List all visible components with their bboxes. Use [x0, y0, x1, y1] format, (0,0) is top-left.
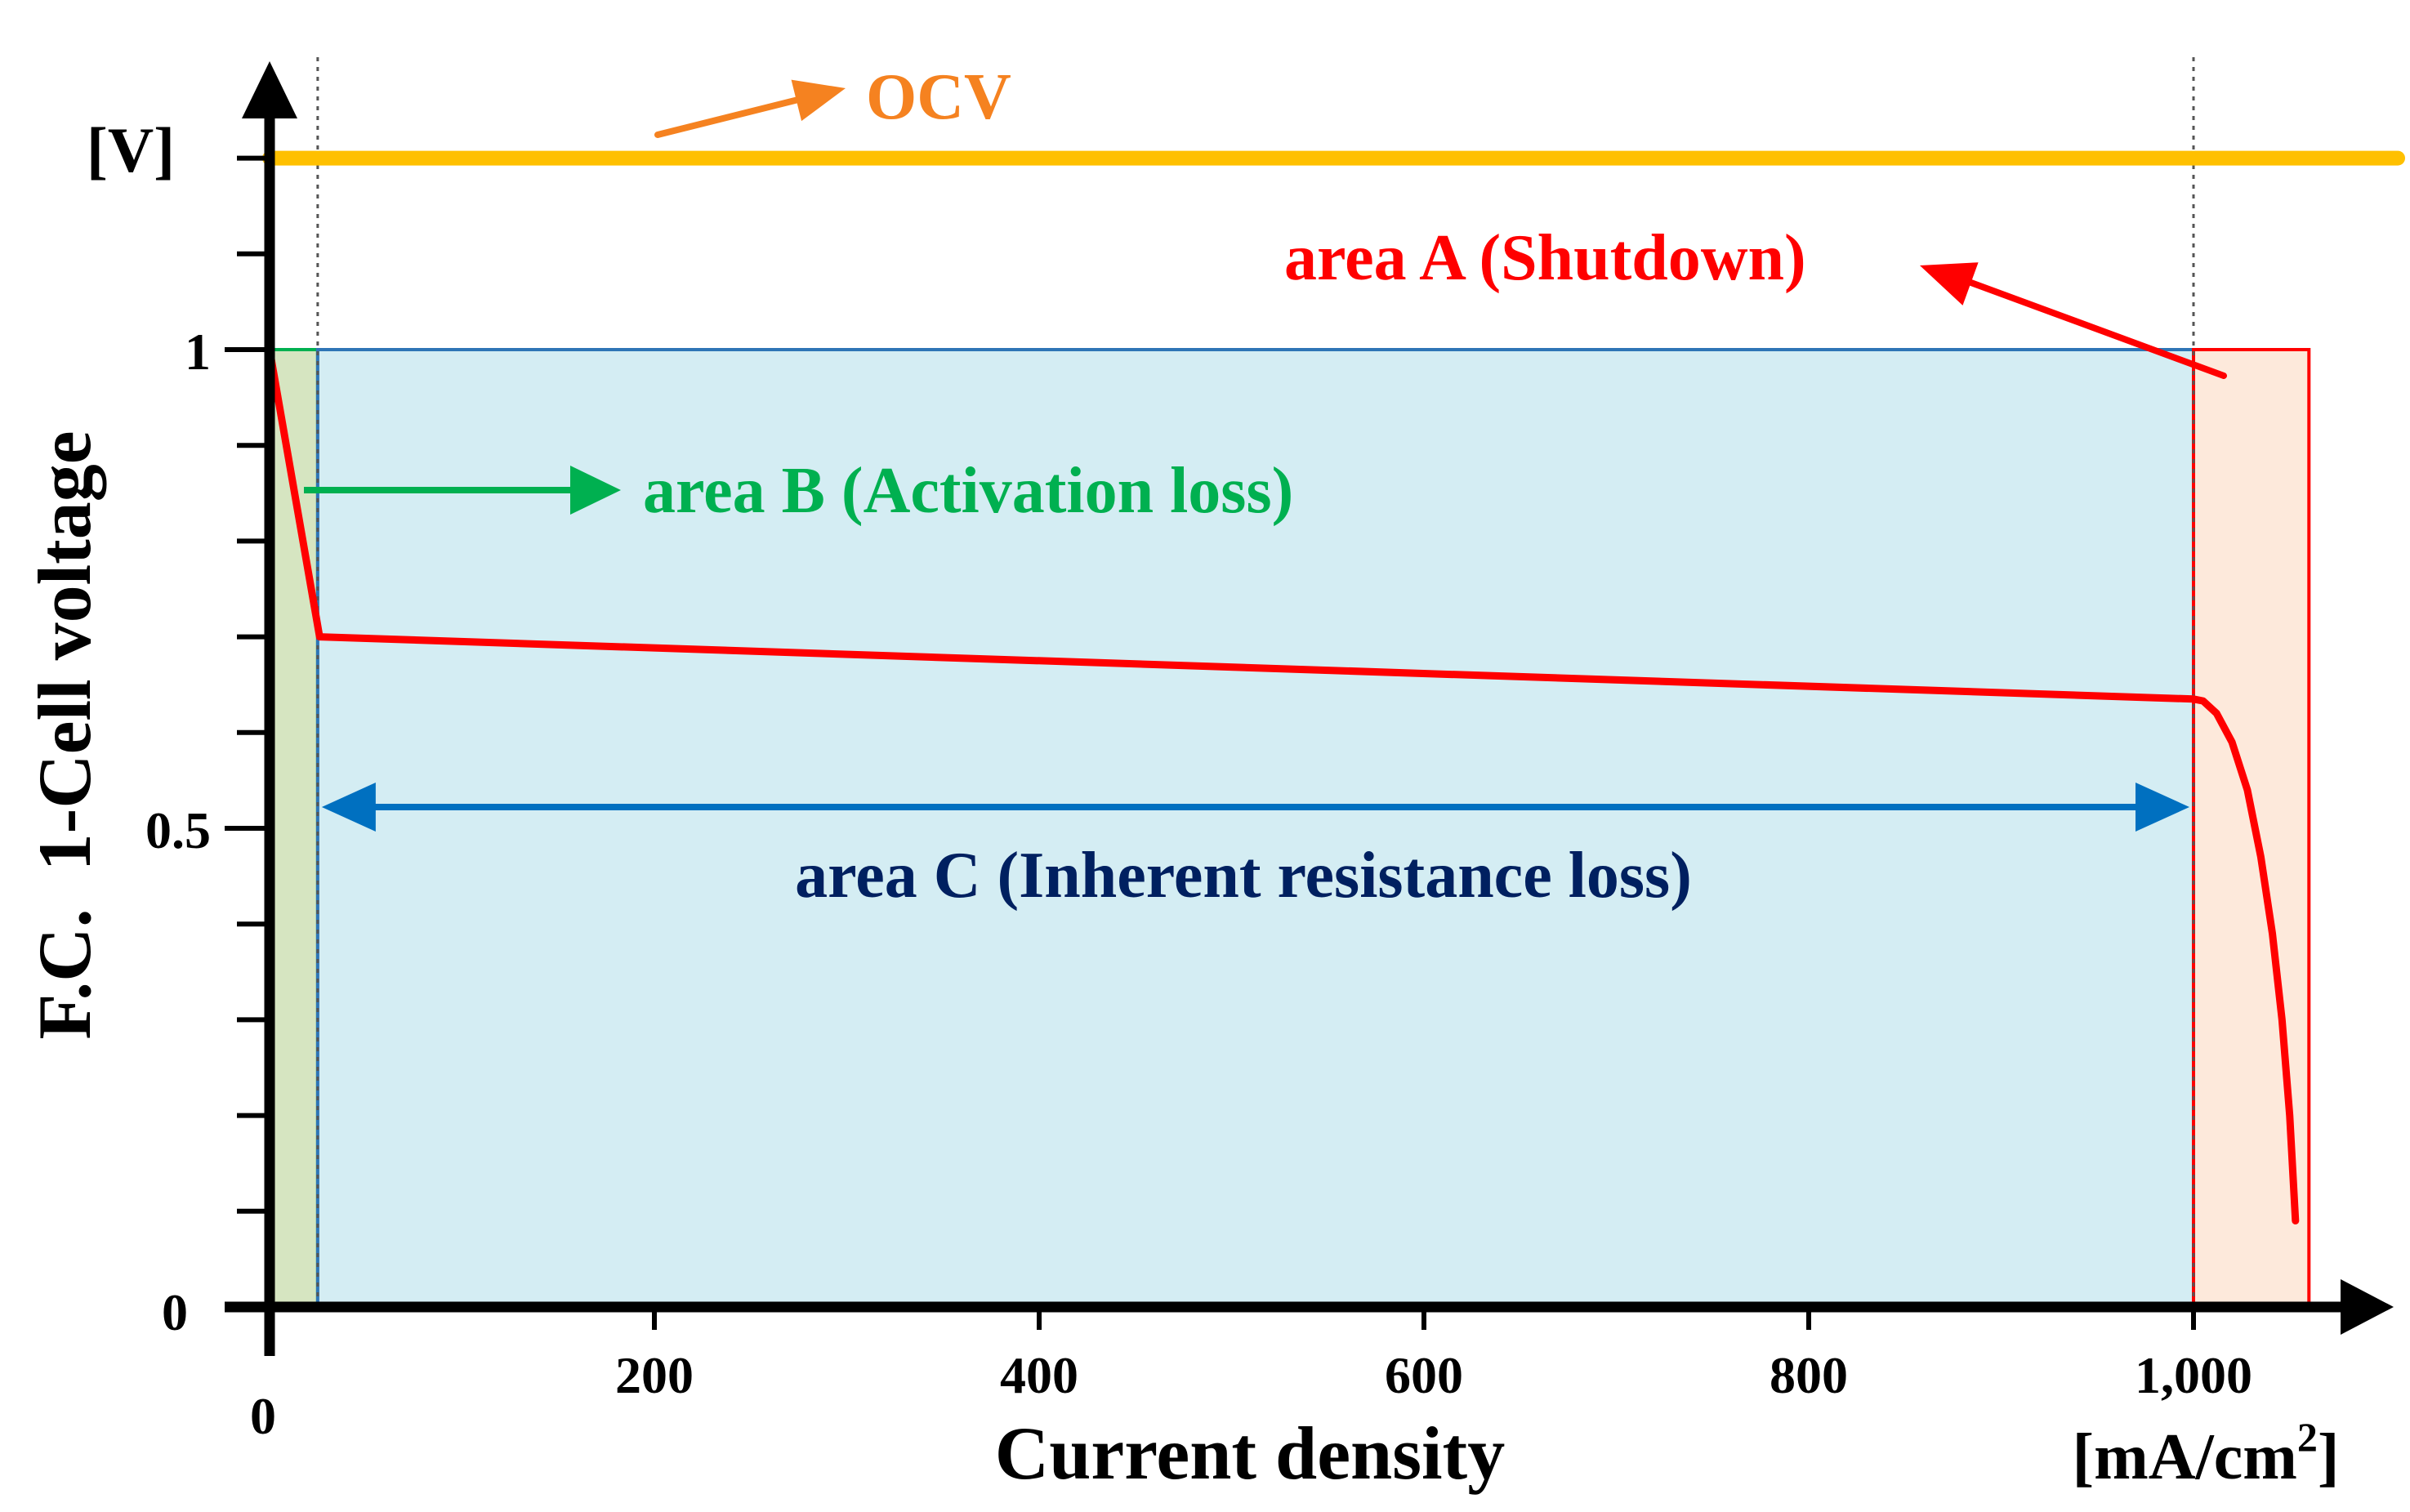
x-tick-label-2: 400	[1000, 1346, 1078, 1404]
x-tick-label-1: 200	[615, 1346, 694, 1404]
area-b-arrow-head	[570, 466, 621, 515]
area-c-label: area C (Inherent resistance loss)	[795, 840, 1692, 912]
y-unit-label: [V]	[87, 114, 175, 185]
area-b-label: area B (Activation loss)	[643, 455, 1293, 527]
guide-lines	[316, 57, 2195, 1307]
loss-areas	[268, 348, 2311, 1309]
y-tick-label-1: 0.5	[145, 801, 211, 859]
ocv-arrow-head	[791, 79, 846, 122]
area-a-arrow-head	[1920, 262, 1979, 306]
area-c-rect	[315, 348, 2195, 1309]
y-tick-label-0: 0	[162, 1283, 188, 1341]
area-a-label: area A (Shutdown)	[1284, 222, 1806, 294]
area-c-arrow-head-right	[2136, 783, 2189, 832]
x-axis-arrowhead	[2341, 1279, 2394, 1335]
y-axis-title: F.C. 1-Cell voltage	[23, 430, 106, 1039]
ocv-label: OCV	[866, 61, 1011, 133]
annotations: OCV area A (Shutdown) area B (Activation l…	[304, 61, 2227, 912]
x-tick-label-3: 600	[1385, 1346, 1463, 1404]
x-tick-label-5: 1,000	[2135, 1346, 2252, 1404]
x-axis-title: Current density	[995, 1412, 1505, 1495]
area-a-arrow-shaft	[1966, 279, 2227, 379]
tick-marks: 0 0.5 1 0 200 400 600 800 1,000	[145, 155, 2252, 1445]
x-tick-label-0: 0	[250, 1387, 276, 1445]
y-axis-arrowhead	[242, 61, 297, 118]
x-unit-suffix: ]	[2318, 1421, 2340, 1493]
polarization-curve	[266, 346, 2300, 1225]
x-tick-label-4: 800	[1770, 1346, 1848, 1404]
area-c-arrow-head-left	[321, 783, 376, 832]
ocv-arrow-shaft	[654, 95, 808, 138]
x-unit-prefix: [mA/cm	[2072, 1421, 2296, 1493]
polarization-curve-group	[266, 346, 2300, 1225]
axes	[225, 61, 2394, 1356]
y-tick-label-2: 1	[185, 323, 211, 381]
x-unit-label: [mA/cm2]	[2072, 1414, 2339, 1493]
x-unit-superscript: 2	[2297, 1414, 2318, 1460]
